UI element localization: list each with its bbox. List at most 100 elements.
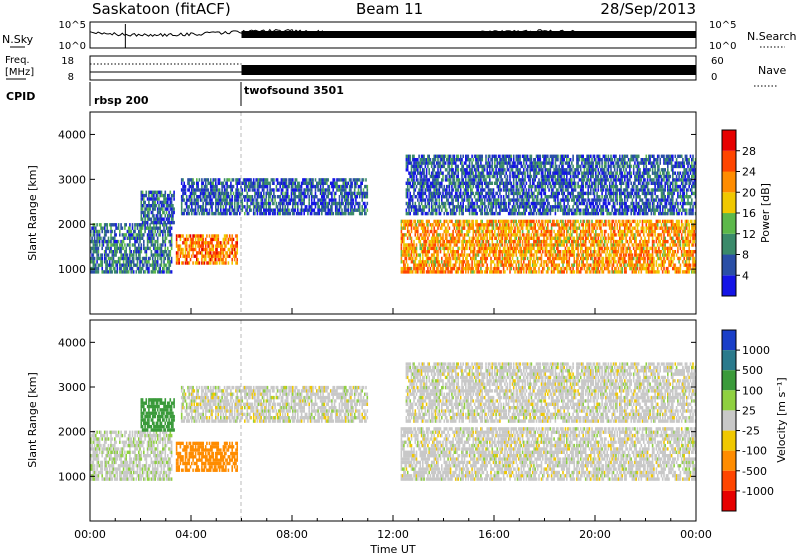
power-cell: [162, 229, 164, 234]
power-cell: [105, 233, 107, 237]
power-cell: [478, 263, 481, 267]
power-cell: [283, 198, 285, 202]
power-cell: [180, 247, 183, 252]
power-cell: [675, 229, 678, 234]
power-cell: [121, 243, 124, 247]
power-cell: [280, 201, 283, 206]
power-cell: [560, 239, 563, 244]
power-cell: [605, 219, 607, 224]
power-cell: [446, 266, 448, 271]
power-cell: [507, 246, 510, 251]
power-cell: [155, 220, 158, 225]
power-cell: [457, 239, 459, 244]
power-cell: [534, 226, 536, 230]
power-cell: [434, 246, 437, 251]
power-cell: [631, 260, 634, 264]
power-cell: [457, 253, 459, 257]
power-cell: [630, 256, 632, 261]
power-cell: [626, 226, 629, 230]
power-cell: [507, 239, 510, 244]
power-cell: [124, 256, 126, 261]
power-cell: [656, 226, 659, 230]
power-cell: [606, 246, 608, 251]
power-cell: [90, 239, 92, 244]
power-cell: [414, 256, 417, 261]
power-cell: [184, 191, 187, 196]
power-cell: [352, 211, 355, 216]
power-cell: [309, 211, 312, 216]
power-cell: [601, 263, 603, 267]
power-cell: [297, 195, 299, 199]
power-cell: [680, 236, 683, 240]
power-cell: [294, 178, 297, 182]
power-cell: [454, 223, 457, 227]
power-cell: [622, 250, 625, 254]
power-cell: [687, 256, 689, 261]
power-cell: [208, 241, 211, 245]
power-cell: [121, 246, 124, 251]
power-cell: [621, 246, 624, 251]
power-cell: [192, 251, 194, 255]
power-cell: [581, 246, 583, 251]
power-cell: [236, 181, 238, 185]
power-cell: [692, 239, 694, 244]
power-cell: [313, 184, 316, 189]
power-cell: [312, 201, 314, 206]
power-cell: [116, 239, 119, 244]
power-cell: [587, 256, 589, 261]
power-cell: [648, 263, 650, 267]
power-cell: [521, 256, 524, 261]
power-cell: [111, 253, 114, 257]
power-cell: [528, 250, 530, 254]
power-cell: [582, 229, 584, 234]
power-cell: [615, 266, 617, 271]
power-cell: [468, 219, 471, 224]
power-cell: [168, 233, 170, 237]
power-cell: [552, 246, 554, 251]
power-cell: [237, 208, 240, 212]
power-cell: [490, 260, 492, 264]
power-cell: [173, 220, 175, 225]
power-cell: [138, 233, 140, 237]
power-cell: [661, 226, 664, 230]
power-cell: [653, 243, 655, 247]
power-cell: [480, 226, 482, 230]
power-cell: [451, 270, 453, 274]
power-cell: [573, 239, 576, 244]
power-cell: [155, 223, 158, 227]
power-cell: [667, 253, 669, 257]
power-cell: [485, 243, 487, 247]
power-cell: [651, 233, 654, 237]
power-cell: [435, 246, 438, 251]
power-cell: [256, 208, 259, 212]
power-cell: [135, 270, 138, 274]
power-cell: [403, 266, 405, 271]
power-cell: [439, 270, 442, 274]
power-cell: [539, 256, 542, 261]
power-cell: [482, 243, 485, 247]
power-cell: [535, 233, 538, 237]
power-cell: [358, 208, 361, 212]
power-cell: [409, 256, 411, 261]
power-cell: [300, 208, 303, 212]
power-cell: [613, 253, 616, 257]
power-cell: [346, 198, 348, 202]
power-cell: [533, 219, 535, 224]
power-cell: [424, 260, 427, 264]
power-cell: [640, 263, 643, 267]
power-cell: [512, 243, 515, 247]
power-cell: [502, 266, 505, 271]
power-cell: [211, 188, 213, 192]
power-cell: [502, 250, 505, 254]
power-cell: [93, 256, 96, 261]
power-cell: [515, 263, 518, 267]
power-cell: [587, 246, 589, 251]
power-cell: [300, 191, 303, 196]
power-cell: [420, 219, 423, 224]
power-cell: [596, 219, 598, 224]
power-cell: [660, 236, 663, 240]
power-cell: [443, 243, 446, 247]
power-cell: [239, 211, 241, 216]
power-cell: [538, 236, 540, 240]
power-cell: [102, 270, 105, 274]
